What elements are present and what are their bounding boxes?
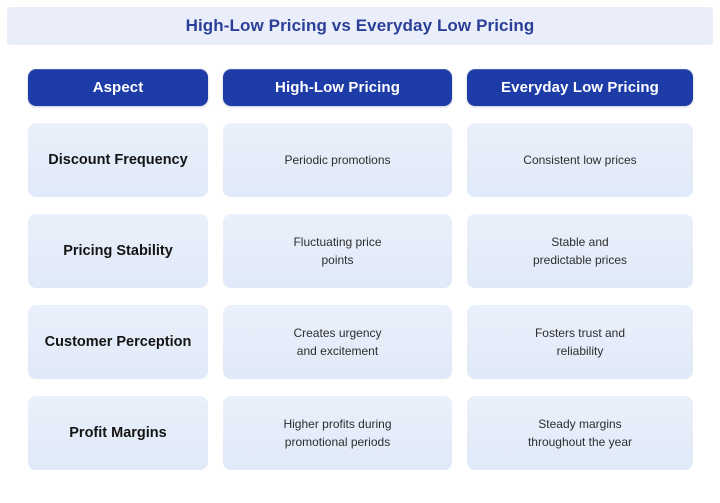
column-header-everyday-low-pricing: Everyday Low Pricing bbox=[467, 69, 693, 106]
table-row-aspect-cell: Customer Perception bbox=[28, 305, 208, 379]
cell-text: Steady margins throughout the year bbox=[527, 417, 633, 449]
table-row-edlp-cell: Stable and predictable prices bbox=[467, 214, 693, 288]
column-header-label: Everyday Low Pricing bbox=[501, 79, 659, 96]
table-row-aspect-cell: Profit Margins bbox=[28, 396, 208, 470]
table-row-aspect-cell: Pricing Stability bbox=[28, 214, 208, 288]
table-row-aspect-cell: Discount Frequency bbox=[28, 123, 208, 197]
cell-text: Periodic promotions bbox=[284, 153, 391, 167]
table-row-edlp-cell: Steady margins throughout the year bbox=[467, 396, 693, 470]
aspect-label: Discount Frequency bbox=[48, 152, 188, 168]
table-row-edlp-cell: Consistent low prices bbox=[467, 123, 693, 197]
aspect-label: Pricing Stability bbox=[63, 243, 173, 259]
column-header-high-low-pricing: High-Low Pricing bbox=[223, 69, 452, 106]
aspect-label: Profit Margins bbox=[69, 425, 167, 441]
table-row-edlp-cell: Fosters trust and reliability bbox=[467, 305, 693, 379]
title-band: High-Low Pricing vs Everyday Low Pricing bbox=[7, 7, 713, 45]
page-title: High-Low Pricing vs Everyday Low Pricing bbox=[185, 16, 535, 35]
table-row-high-low-cell: Creates urgency and excitement bbox=[223, 305, 452, 379]
column-header-label: High-Low Pricing bbox=[275, 79, 400, 96]
column-header-aspect: Aspect bbox=[28, 69, 208, 106]
table-row-high-low-cell: Periodic promotions bbox=[223, 123, 452, 197]
cell-text: Creates urgency and excitement bbox=[293, 326, 382, 358]
table-row-high-low-cell: Fluctuating price points bbox=[223, 214, 452, 288]
column-header-label: Aspect bbox=[92, 79, 144, 96]
table-row-high-low-cell: Higher profits during promotional period… bbox=[223, 396, 452, 470]
aspect-label: Customer Perception bbox=[44, 334, 192, 350]
cell-text: Fluctuating price points bbox=[293, 235, 382, 267]
cell-text: Fosters trust and reliability bbox=[534, 326, 626, 358]
comparison-table: Aspect High-Low Pricing Everyday Low Pri… bbox=[28, 69, 693, 470]
cell-text: Consistent low prices bbox=[523, 153, 637, 167]
cell-text: Stable and predictable prices bbox=[532, 235, 628, 267]
cell-text: Higher profits during promotional period… bbox=[283, 417, 392, 449]
